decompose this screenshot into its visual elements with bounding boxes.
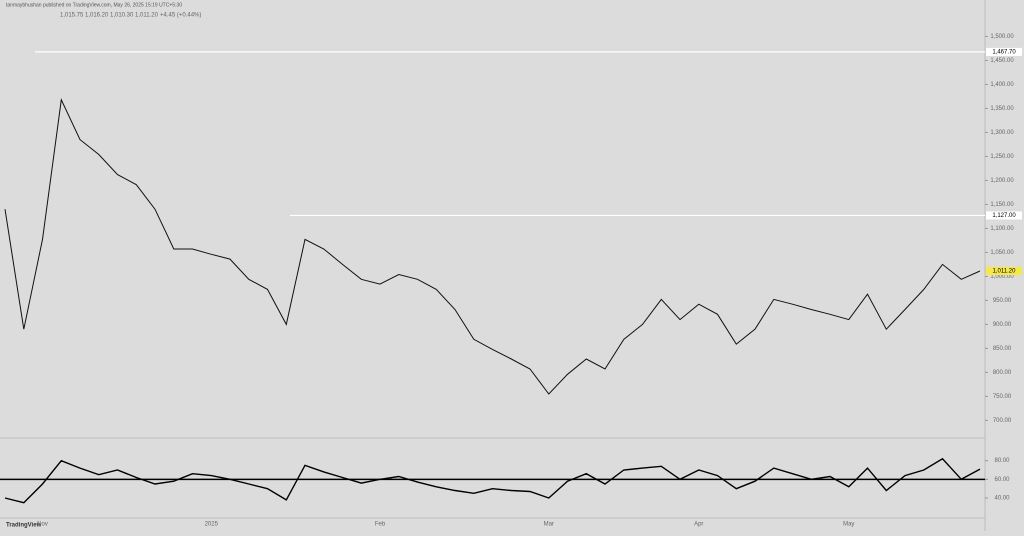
y-tick-label: 1,150.00 [990, 202, 1014, 208]
ohlc-close: 1,011.20 [135, 13, 159, 19]
y-tick-label: 900.00 [993, 322, 1012, 328]
y-tick-label: 40.00 [994, 496, 1010, 502]
level-label: 1,011.20 [993, 269, 1017, 275]
x-tick-label: Mar [544, 522, 554, 528]
y-tick-label: 750.00 [993, 394, 1012, 400]
x-tick-label: Nov [37, 522, 48, 528]
level-label: 1,127.00 [992, 213, 1016, 219]
ohlc-change: +4.45 (+0.44%) [160, 13, 201, 19]
y-tick-label: 700.00 [993, 418, 1012, 424]
y-tick-label: 1,450.00 [990, 58, 1014, 64]
y-tick-label: 1,050.00 [990, 250, 1014, 256]
x-tick-label: Feb [375, 522, 386, 528]
brand: TradingView [6, 523, 42, 529]
y-tick-label: 1,350.00 [990, 106, 1014, 112]
x-tick-label: 2025 [205, 522, 219, 528]
x-tick-label: May [843, 522, 854, 528]
ohlc-low: 1,010.30 [110, 13, 134, 19]
y-tick-label: 1,200.00 [990, 178, 1014, 184]
ohlc-open: 1,015.75 [60, 13, 84, 19]
y-tick-label: 1,000.00 [990, 274, 1014, 280]
level-badge [986, 267, 1022, 276]
y-tick-label: 1,100.00 [990, 226, 1014, 232]
x-tick-label: Apr [694, 522, 703, 528]
y-tick-label: 1,300.00 [990, 130, 1014, 136]
y-tick-label: 800.00 [993, 370, 1012, 376]
y-tick-label: 950.00 [993, 298, 1012, 304]
level-label: 1,467.70 [992, 49, 1016, 55]
y-tick-label: 60.00 [994, 477, 1010, 483]
level-badge [986, 211, 1022, 220]
y-tick-label: 850.00 [993, 346, 1012, 352]
y-tick-label: 1,500.00 [990, 34, 1014, 40]
y-tick-label: 1,250.00 [990, 154, 1014, 160]
price-line [4, 98, 981, 395]
y-tick-label: 80.00 [994, 458, 1010, 464]
byline: tanmaybhushan published on TradingView.c… [6, 2, 182, 8]
y-tick-label: 1,400.00 [990, 82, 1014, 88]
level-badge [986, 47, 1022, 56]
rsi-line [4, 457, 981, 504]
ohlc-high: 1,016.20 [85, 13, 109, 19]
